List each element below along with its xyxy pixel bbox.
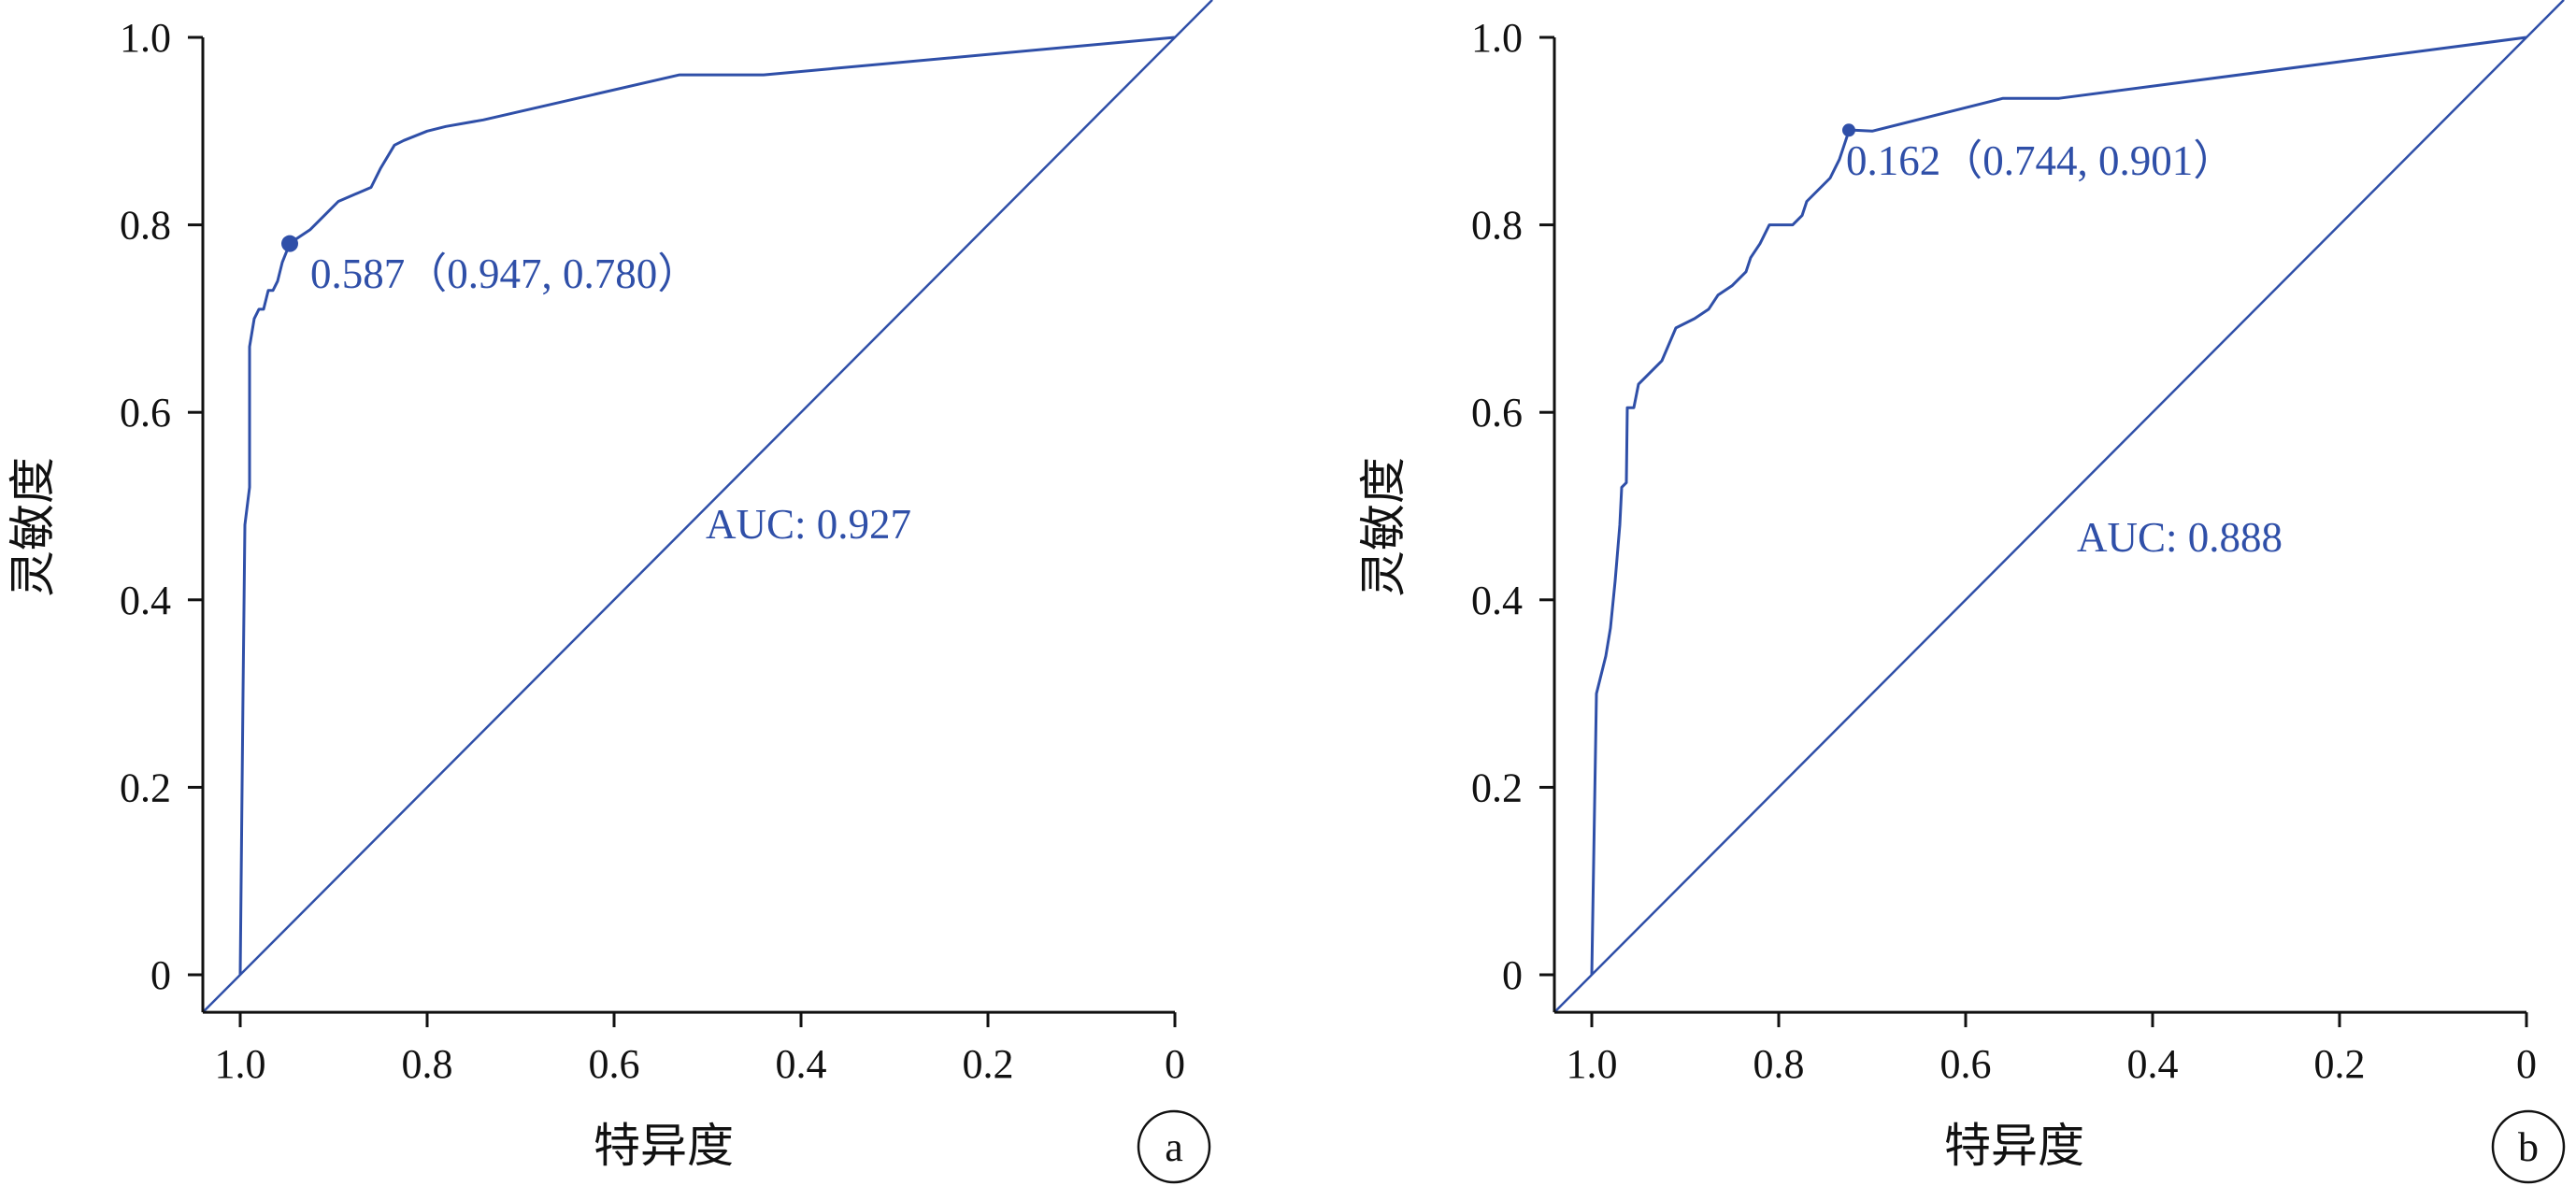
x-tick-label: 0.2 — [963, 1041, 1014, 1087]
y-tick-label: 1.0 — [120, 15, 171, 61]
y-tick-label: 0 — [1502, 952, 1523, 998]
cutoff-point-marker — [1842, 123, 1855, 137]
roc-curve — [238, 36, 1176, 976]
x-tick-label: 0.6 — [1940, 1041, 1992, 1087]
panel-label-circle — [1137, 1109, 1211, 1184]
y-axis-title: 灵敏度 — [7, 457, 59, 597]
x-tick-label: 1.0 — [1567, 1041, 1618, 1087]
y-tick-label: 1.0 — [1471, 15, 1523, 61]
panel-b: 1.0 0.8 0.6 0.4 0.2 0 0 0.2 0.4 0.6 0.8 1.0 AUC: 0.… — [1357, 0, 2566, 1184]
y-tick-label: 0.2 — [1471, 764, 1523, 810]
panel-label-circle — [2491, 1109, 2566, 1184]
x-axis-title: 特异度 — [1944, 1120, 2084, 1172]
axis-layer: 1.0 0.8 0.6 0.4 0.2 0 0 0.2 0.4 0.6 0.8 1.0 — [120, 15, 1185, 1087]
curve-layer — [1553, 0, 2565, 1014]
curve-layer — [202, 0, 1213, 1014]
cutoff-point-marker — [281, 235, 298, 252]
panel-label: b — [2518, 1124, 2539, 1170]
roc-curve — [1590, 36, 2527, 976]
y-tick-label: 0.4 — [120, 578, 171, 623]
axis-layer: 1.0 0.8 0.6 0.4 0.2 0 0 0.2 0.4 0.6 0.8 1.0 — [1471, 15, 2537, 1087]
x-tick-label: 0 — [1165, 1041, 1185, 1087]
x-tick-label: 0.8 — [1753, 1041, 1805, 1087]
y-tick-label: 0 — [150, 952, 171, 998]
x-tick-label: 0.4 — [776, 1041, 827, 1087]
cutoff-label: 0.587（0.947, 0.780） — [310, 250, 699, 297]
x-tick-label: 0.2 — [2314, 1041, 2366, 1087]
y-tick-label: 0.4 — [1471, 578, 1523, 623]
x-tick-label: 0.6 — [589, 1041, 640, 1087]
x-tick-label: 0.4 — [2127, 1041, 2179, 1087]
x-tick-label: 0 — [2516, 1041, 2537, 1087]
y-tick-label: 0.8 — [120, 203, 171, 249]
x-tick-label: 1.0 — [215, 1041, 266, 1087]
x-axis-title: 特异度 — [594, 1120, 734, 1172]
y-tick-label: 0.8 — [1471, 203, 1523, 249]
x-tick-label: 0.8 — [402, 1041, 453, 1087]
y-tick-label: 0.6 — [120, 390, 171, 436]
auc-label: AUC: 0.927 — [706, 501, 911, 548]
panel-label: a — [1165, 1124, 1183, 1170]
diagonal-reference-line — [202, 0, 1213, 1014]
cutoff-label: 0.162（0.744, 0.901） — [1846, 137, 2235, 184]
y-tick-label: 0.6 — [1471, 390, 1523, 436]
panel-a: 1.0 0.8 0.6 0.4 0.2 0 0 0.2 0.4 0.6 0.8 1.0 AUC: 0.… — [7, 0, 1213, 1184]
y-axis-title: 灵敏度 — [1357, 457, 1410, 597]
y-tick-label: 0.2 — [120, 764, 171, 810]
auc-label: AUC: 0.888 — [2077, 514, 2283, 561]
diagonal-reference-line — [1553, 0, 2565, 1014]
